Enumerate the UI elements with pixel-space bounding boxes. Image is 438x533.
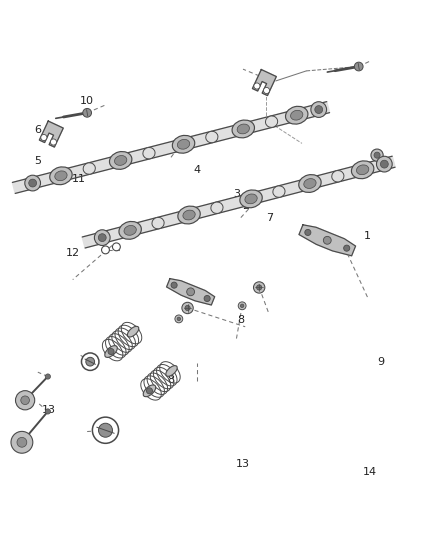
- Polygon shape: [12, 102, 329, 193]
- Circle shape: [41, 134, 47, 141]
- Ellipse shape: [178, 206, 200, 224]
- Circle shape: [257, 285, 262, 290]
- Text: 4: 4: [194, 165, 201, 175]
- Ellipse shape: [332, 171, 344, 182]
- Ellipse shape: [143, 148, 155, 159]
- Circle shape: [108, 349, 114, 354]
- Circle shape: [264, 87, 270, 94]
- Polygon shape: [299, 225, 356, 256]
- Ellipse shape: [50, 167, 72, 185]
- Circle shape: [377, 156, 392, 172]
- Circle shape: [185, 305, 190, 311]
- Ellipse shape: [245, 194, 257, 204]
- Ellipse shape: [119, 221, 141, 239]
- Text: 11: 11: [71, 174, 85, 184]
- Ellipse shape: [299, 175, 321, 192]
- Text: 10: 10: [80, 96, 94, 107]
- Circle shape: [354, 62, 363, 71]
- Ellipse shape: [152, 217, 164, 229]
- Circle shape: [113, 243, 120, 251]
- Ellipse shape: [286, 106, 308, 124]
- Circle shape: [238, 302, 246, 310]
- Ellipse shape: [232, 120, 254, 138]
- Circle shape: [25, 175, 40, 191]
- Ellipse shape: [105, 345, 117, 358]
- Circle shape: [187, 288, 194, 296]
- Text: 8: 8: [237, 315, 244, 325]
- Ellipse shape: [127, 326, 139, 337]
- Text: 14: 14: [363, 467, 377, 477]
- Ellipse shape: [290, 110, 303, 120]
- Text: 12: 12: [66, 248, 80, 259]
- Ellipse shape: [172, 135, 195, 153]
- Text: 13: 13: [42, 405, 56, 415]
- Circle shape: [177, 317, 180, 321]
- Circle shape: [323, 236, 331, 244]
- Circle shape: [99, 423, 113, 437]
- Circle shape: [11, 431, 33, 453]
- Ellipse shape: [237, 124, 249, 134]
- Ellipse shape: [240, 190, 262, 208]
- Circle shape: [381, 160, 388, 168]
- Circle shape: [15, 391, 35, 410]
- Circle shape: [182, 302, 193, 313]
- Polygon shape: [166, 279, 215, 305]
- Circle shape: [254, 282, 265, 293]
- Circle shape: [50, 139, 57, 145]
- Circle shape: [102, 246, 110, 254]
- Text: 8: 8: [167, 375, 174, 385]
- Circle shape: [92, 417, 119, 443]
- Text: 3: 3: [233, 189, 240, 199]
- Circle shape: [86, 357, 95, 366]
- Ellipse shape: [110, 151, 132, 169]
- Ellipse shape: [143, 385, 156, 397]
- Circle shape: [146, 388, 152, 394]
- Ellipse shape: [177, 140, 190, 149]
- Circle shape: [254, 83, 260, 89]
- Circle shape: [175, 315, 183, 323]
- Ellipse shape: [124, 225, 136, 235]
- Ellipse shape: [304, 179, 316, 189]
- Circle shape: [81, 353, 99, 370]
- Ellipse shape: [357, 165, 369, 175]
- Ellipse shape: [83, 163, 95, 174]
- Circle shape: [311, 102, 327, 117]
- Circle shape: [83, 108, 92, 117]
- Ellipse shape: [273, 186, 285, 197]
- Ellipse shape: [55, 171, 67, 181]
- Ellipse shape: [211, 202, 223, 213]
- Circle shape: [98, 233, 106, 241]
- Ellipse shape: [166, 366, 177, 376]
- Text: 5: 5: [34, 156, 41, 166]
- Text: 7: 7: [266, 214, 273, 223]
- Circle shape: [21, 396, 29, 405]
- Circle shape: [45, 374, 50, 379]
- Ellipse shape: [114, 156, 127, 165]
- Ellipse shape: [183, 210, 195, 220]
- Circle shape: [95, 230, 110, 246]
- Circle shape: [374, 152, 380, 158]
- Circle shape: [305, 229, 311, 236]
- Polygon shape: [82, 156, 395, 248]
- Ellipse shape: [265, 116, 278, 127]
- Circle shape: [171, 282, 177, 288]
- Polygon shape: [252, 69, 276, 95]
- Text: 9: 9: [377, 357, 384, 367]
- Circle shape: [204, 295, 210, 302]
- Circle shape: [240, 304, 244, 308]
- Ellipse shape: [206, 131, 218, 143]
- Text: 6: 6: [34, 125, 41, 135]
- Text: 13: 13: [236, 459, 250, 469]
- Ellipse shape: [351, 161, 374, 179]
- Circle shape: [45, 409, 50, 414]
- Circle shape: [371, 149, 383, 161]
- Circle shape: [315, 106, 323, 114]
- Circle shape: [17, 438, 27, 447]
- Text: 2: 2: [242, 201, 249, 211]
- Circle shape: [344, 245, 350, 251]
- Circle shape: [29, 179, 37, 187]
- Text: 14: 14: [99, 423, 113, 433]
- Text: 1: 1: [364, 231, 371, 241]
- Polygon shape: [39, 121, 63, 147]
